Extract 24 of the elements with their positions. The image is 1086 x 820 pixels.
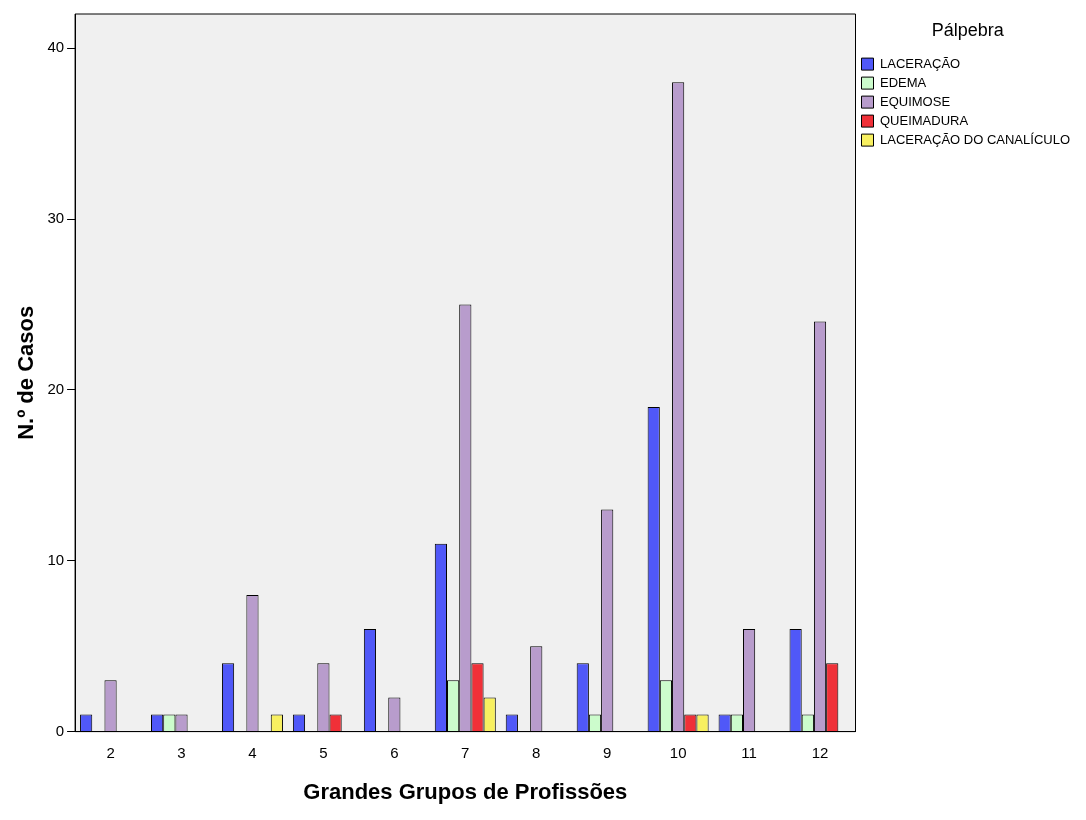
x-tick-label: 2 [106,743,115,761]
x-tick-label: 11 [741,743,757,761]
legend-label: LACERAÇÃO DO CANALÍCULO [880,131,1071,147]
legend-label: LACERAÇÃO [880,55,961,71]
x-tick-label: 3 [177,743,186,761]
x-tick-label: 4 [248,743,257,761]
x-tick-label: 12 [811,743,829,761]
x-tick-label: 5 [319,743,328,761]
x-tick-label: 6 [390,743,399,761]
x-tick-label: 9 [603,743,612,761]
x-tick-label: 10 [669,743,687,761]
legend-label: EQUIMOSE [880,93,951,109]
y-tick-label: 30 [47,209,65,227]
x-tick-label: 8 [532,743,541,761]
legend-title: Pálpebra [931,19,1005,40]
x-axis-title: Grandes Grupos de Profissões [303,778,628,804]
y-tick-label: 10 [47,550,65,568]
legend-label: EDEMA [880,74,927,90]
legend-label: QUEIMADURA [880,112,969,128]
y-axis-title: N.º de Casos [13,305,39,440]
x-tick-label: 7 [461,743,470,761]
y-tick-label: 20 [47,380,65,398]
y-tick-label: 0 [55,721,65,739]
y-tick-label: 40 [47,38,65,56]
